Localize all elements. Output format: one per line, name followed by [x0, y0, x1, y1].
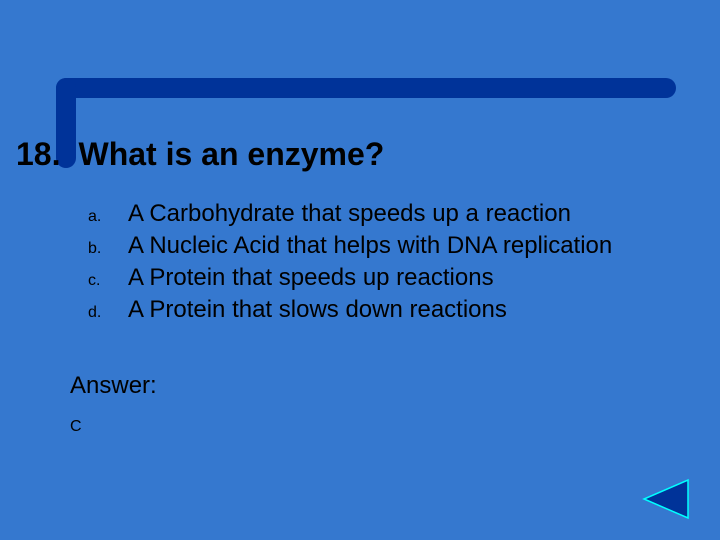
question-number: 18. [16, 136, 60, 173]
option-text: A Protein that speeds up reactions [128, 264, 494, 292]
option-row: c. A Protein that speeds up reactions [88, 264, 612, 292]
question-row: 18. What is an enzyme? [16, 136, 384, 173]
option-row: a. A Carbohydrate that speeds up a react… [88, 200, 612, 228]
triangle-left-icon [640, 478, 690, 520]
option-text: A Protein that slows down reactions [128, 296, 507, 324]
option-row: b. A Nucleic Acid that helps with DNA re… [88, 232, 612, 260]
answer-value: C [70, 418, 82, 436]
question-text: What is an enzyme? [78, 136, 384, 173]
title-bar-horizontal [56, 78, 676, 98]
option-text: A Nucleic Acid that helps with DNA repli… [128, 232, 612, 260]
option-letter: b. [88, 240, 128, 258]
answer-label: Answer: [70, 372, 157, 400]
option-letter: d. [88, 304, 128, 322]
option-text: A Carbohydrate that speeds up a reaction [128, 200, 571, 228]
option-letter: a. [88, 208, 128, 226]
option-letter: c. [88, 272, 128, 290]
previous-button[interactable] [640, 478, 690, 520]
options-list: a. A Carbohydrate that speeds up a react… [88, 200, 612, 328]
option-row: d. A Protein that slows down reactions [88, 296, 612, 324]
